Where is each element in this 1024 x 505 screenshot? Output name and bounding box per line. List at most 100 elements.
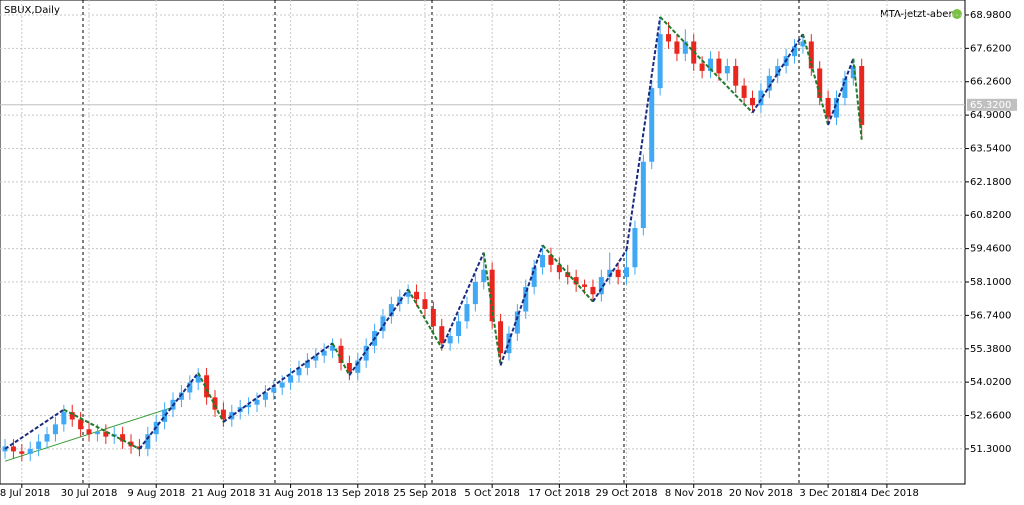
- candle-body: [380, 316, 386, 332]
- candle-body: [187, 382, 193, 393]
- candle-body: [414, 291, 420, 300]
- x-tick-label: 5 Oct 2018: [464, 488, 519, 499]
- candle-body: [766, 75, 772, 91]
- candle-body: [338, 345, 344, 363]
- candle-body: [246, 404, 252, 408]
- plot-frame: [0, 0, 966, 485]
- candle-body: [288, 375, 294, 383]
- candle-body: [682, 41, 688, 54]
- candle-body: [775, 66, 781, 76]
- candle-body: [540, 255, 546, 268]
- symbol-label: SBUX,Daily: [4, 5, 60, 16]
- candle-body: [699, 63, 705, 71]
- y-tick-label: 67.6200: [970, 43, 1011, 54]
- candle-body: [666, 34, 672, 42]
- x-tick-label: 21 Aug 2018: [191, 488, 255, 499]
- candle-body: [346, 363, 352, 373]
- candle-body: [800, 41, 806, 47]
- candle-body: [582, 284, 588, 287]
- candle-body: [78, 419, 84, 430]
- candle-body: [590, 286, 596, 295]
- candle-body: [204, 375, 210, 398]
- candle-body: [103, 431, 109, 437]
- zigzag-segment: [659, 16, 754, 114]
- y-tick-label: 55.3800: [970, 344, 1011, 355]
- candle-body: [808, 41, 814, 69]
- x-tick-label: 18 Jul 2018: [0, 488, 50, 499]
- candle-body: [850, 66, 856, 79]
- candle-body: [859, 66, 865, 125]
- candle-body: [262, 392, 268, 400]
- candle-body: [330, 345, 336, 351]
- x-tick-label: 8 Nov 2018: [665, 488, 723, 499]
- y-tick-label: 62.1800: [970, 177, 1011, 188]
- candle-body: [145, 434, 151, 449]
- zigzag-segment: [499, 244, 544, 366]
- candle-body: [212, 397, 218, 410]
- candle-body: [279, 382, 285, 388]
- candle-body: [825, 97, 831, 118]
- candle-body: [321, 350, 327, 356]
- candle-body: [708, 58, 714, 71]
- zigzag-segment: [482, 252, 502, 366]
- candle-body: [598, 277, 604, 295]
- candle-body: [817, 68, 823, 98]
- candle-body: [355, 360, 361, 373]
- candle-body: [254, 399, 260, 405]
- candle-body: [86, 429, 92, 435]
- zigzag-segment: [348, 288, 409, 376]
- candle-body: [523, 286, 529, 312]
- candle-body: [607, 269, 613, 278]
- candle-body: [834, 97, 840, 118]
- candle-body: [430, 309, 436, 327]
- candle-body: [304, 360, 310, 368]
- y-tick-label: 59.4600: [970, 244, 1011, 255]
- candle-body: [422, 299, 428, 310]
- candle-body: [439, 326, 445, 344]
- candle-body: [296, 367, 302, 376]
- candle-body: [464, 304, 470, 322]
- candle-body: [514, 311, 520, 334]
- candle-body: [229, 412, 235, 420]
- candle-body: [506, 333, 512, 354]
- x-tick-label: 9 Aug 2018: [127, 488, 185, 499]
- candle-body: [69, 412, 75, 420]
- candle-body: [447, 336, 453, 344]
- zigzag-segment: [625, 16, 662, 251]
- candle-body: [640, 161, 646, 229]
- candle-body: [548, 255, 554, 265]
- candle-body: [120, 434, 126, 442]
- candle-body: [220, 409, 226, 420]
- y-tick-label: 60.8200: [970, 210, 1011, 221]
- candle-body: [724, 66, 730, 74]
- x-tick-label: 25 Sep 2018: [393, 488, 456, 499]
- x-tick-label: 3 Dec 2018: [799, 488, 857, 499]
- indicator-icon: [952, 9, 962, 19]
- candle-body: [674, 41, 680, 54]
- candle-body: [556, 264, 562, 273]
- zigzag-segment: [541, 244, 594, 303]
- zigzag-segment: [222, 342, 334, 423]
- last-price-label: 65.3200: [970, 100, 1011, 111]
- y-tick-label: 64.9000: [970, 110, 1011, 121]
- candle-body: [741, 85, 747, 98]
- zigzag-segment: [197, 372, 225, 423]
- candle-body: [10, 446, 16, 452]
- x-tick-label: 14 Dec 2018: [855, 488, 919, 499]
- candle-body: [162, 409, 168, 422]
- candle-body: [842, 78, 848, 98]
- candle-body: [649, 88, 655, 162]
- candle-body: [271, 387, 277, 393]
- candle-body: [36, 441, 42, 449]
- x-tick-label: 29 Oct 2018: [596, 488, 658, 499]
- y-tick-label: 56.7400: [970, 310, 1011, 321]
- candle-body: [489, 269, 495, 322]
- candle-body: [624, 267, 630, 278]
- y-tick-label: 66.2600: [970, 77, 1011, 88]
- candle-body: [195, 375, 201, 383]
- candle-body: [363, 345, 369, 361]
- zigzag-segment: [440, 252, 485, 349]
- candle-body: [632, 228, 638, 268]
- candle-body: [792, 46, 798, 57]
- candle-body: [615, 269, 621, 278]
